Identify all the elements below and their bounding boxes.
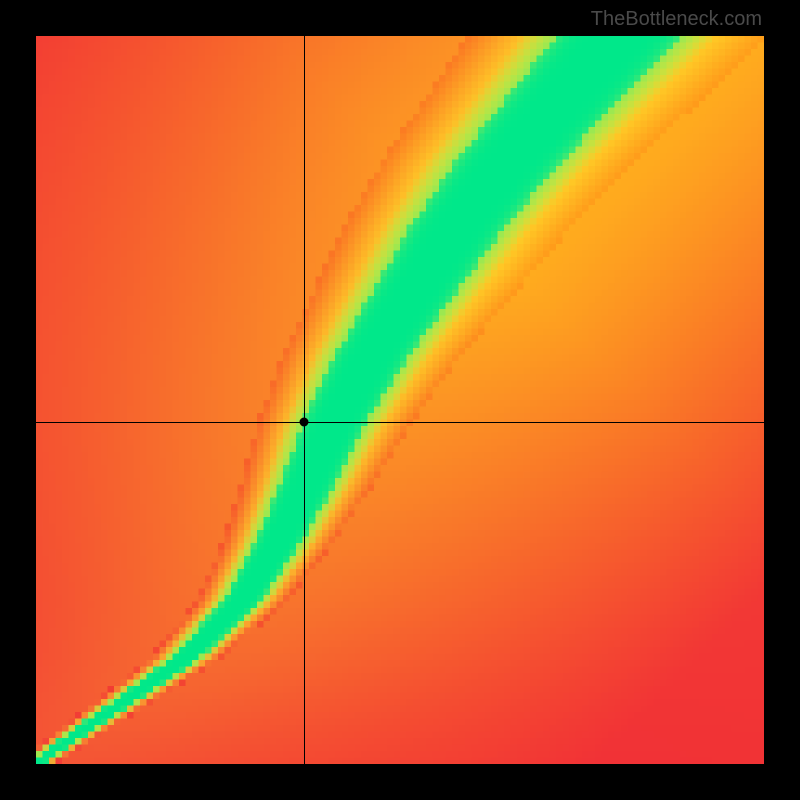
- watermark-text: TheBottleneck.com: [591, 8, 762, 31]
- heatmap-canvas: [36, 36, 764, 764]
- heatmap-plot: [36, 36, 764, 764]
- crosshair-horizontal: [36, 422, 764, 423]
- crosshair-vertical: [304, 36, 305, 764]
- crosshair-marker: [299, 417, 308, 426]
